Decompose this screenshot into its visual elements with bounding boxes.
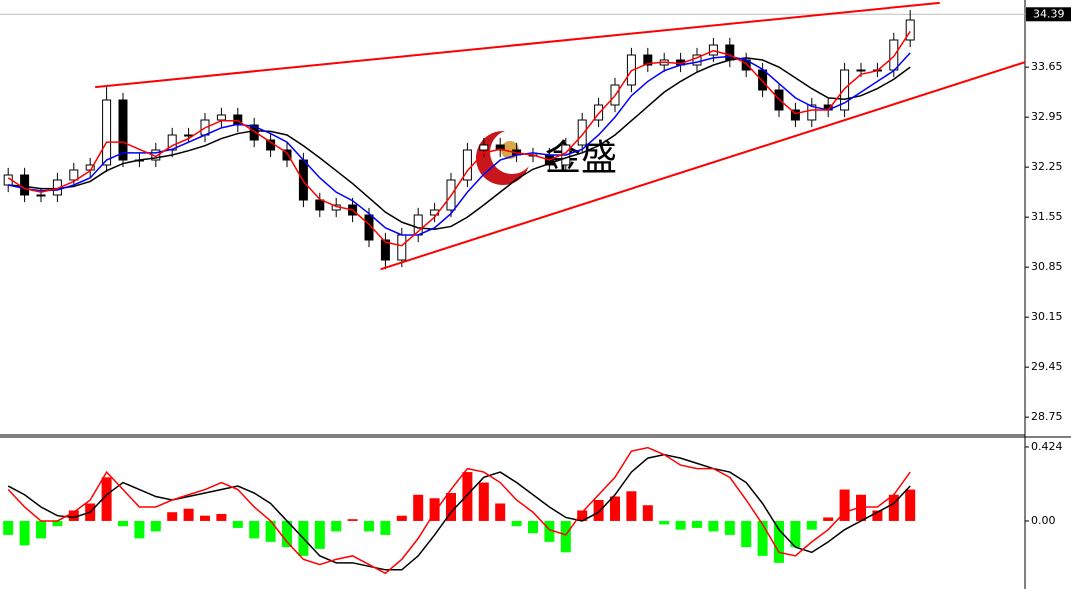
histogram-bar [823, 517, 834, 521]
histogram-bar [265, 520, 276, 542]
histogram-bar [347, 519, 358, 521]
candle-body [856, 69, 866, 72]
series-line [8, 57, 911, 231]
histogram-bar [446, 493, 456, 521]
histogram-bar [741, 520, 752, 548]
histogram-bar [134, 520, 145, 539]
histogram-bar [380, 520, 391, 535]
histogram-bar [610, 496, 620, 521]
candle-body [102, 99, 112, 166]
histogram-bar [888, 494, 899, 521]
histogram-bar [150, 520, 161, 532]
histogram-bar [52, 520, 63, 527]
histogram-bar [478, 482, 489, 521]
candle-body [889, 39, 899, 71]
histogram-bar [462, 472, 473, 521]
series-line [7, 453, 911, 571]
histogram-bar [905, 489, 916, 521]
y-tick-label: 33.65 [1031, 60, 1063, 73]
y-tick-label: 0.424 [1031, 440, 1063, 453]
y-tick-label: 30.15 [1031, 310, 1063, 323]
y-tick-label: 29.45 [1031, 360, 1063, 373]
candle-body [397, 234, 407, 261]
histogram-bar [232, 520, 243, 528]
histogram-bar [364, 520, 374, 532]
histogram-bar [692, 520, 702, 528]
candle-body [462, 149, 472, 181]
histogram-bar [675, 520, 686, 530]
candle-body [118, 99, 128, 161]
histogram-bar [806, 520, 817, 530]
y-tick-label: 32.95 [1031, 110, 1063, 123]
candle-body [69, 169, 79, 181]
histogram-bar [200, 515, 210, 521]
y-tick-label: 0.00 [1031, 514, 1056, 527]
candle-body [216, 114, 226, 121]
trendline [380, 61, 1026, 271]
series-line [7, 446, 911, 575]
histogram-bar [839, 489, 850, 521]
candle-body [643, 54, 653, 66]
histogram-bar [774, 520, 784, 563]
histogram-bar [724, 520, 735, 535]
histogram-bar [68, 510, 79, 521]
histogram-bar [659, 520, 670, 525]
histogram-bar [872, 510, 883, 521]
histogram-bar [167, 512, 178, 521]
histogram-bar [495, 503, 506, 521]
series-line [8, 52, 911, 236]
watermark-logo [476, 130, 534, 185]
y-tick-label: 28.75 [1031, 410, 1063, 423]
histogram-bar [249, 520, 260, 539]
candle-body [20, 174, 30, 196]
candle-body [790, 109, 800, 121]
candle-body [315, 199, 325, 211]
candle-body [807, 104, 817, 121]
candle-body [364, 214, 374, 241]
y-tick-label: 32.25 [1031, 160, 1063, 173]
histogram-bar [413, 494, 424, 521]
histogram-bar [511, 520, 522, 527]
histogram-bar [593, 499, 604, 521]
histogram-bar [3, 520, 14, 535]
candle-body [282, 149, 292, 161]
candle-body [758, 69, 768, 91]
histogram-bar [790, 520, 801, 548]
histogram-bar [429, 498, 440, 521]
histogram-bar [856, 494, 866, 521]
candle-body [380, 239, 390, 261]
histogram-bar [183, 508, 194, 521]
y-tick-label: 30.85 [1031, 260, 1063, 273]
histogram-bar [396, 515, 407, 521]
last-price-box [1026, 7, 1071, 22]
histogram-bar [101, 477, 112, 521]
histogram-bar [544, 520, 555, 542]
histogram-bar [314, 520, 325, 549]
histogram-bar [757, 520, 768, 556]
series-line [7, 31, 911, 247]
trendline [95, 1, 940, 89]
histogram-bar [708, 520, 719, 532]
candle-body [479, 144, 489, 151]
histogram-bar [216, 513, 227, 521]
candle-body [577, 119, 587, 146]
histogram-bar [560, 520, 571, 553]
histogram-bar [642, 505, 653, 521]
candle-body [905, 19, 915, 41]
histogram-bar [118, 520, 128, 527]
histogram-bar [577, 510, 588, 521]
y-tick-label: 31.55 [1031, 210, 1063, 223]
histogram-bar [528, 520, 538, 534]
histogram-bar [282, 520, 292, 548]
candle-body [249, 124, 259, 141]
histogram-bar [626, 491, 637, 521]
candle-body [36, 194, 46, 197]
histogram-bar [331, 520, 342, 532]
histogram-bar [36, 520, 46, 539]
histogram-bar [19, 520, 30, 546]
last-price-label: 34.39 [1033, 7, 1065, 20]
candle-body [840, 69, 850, 111]
